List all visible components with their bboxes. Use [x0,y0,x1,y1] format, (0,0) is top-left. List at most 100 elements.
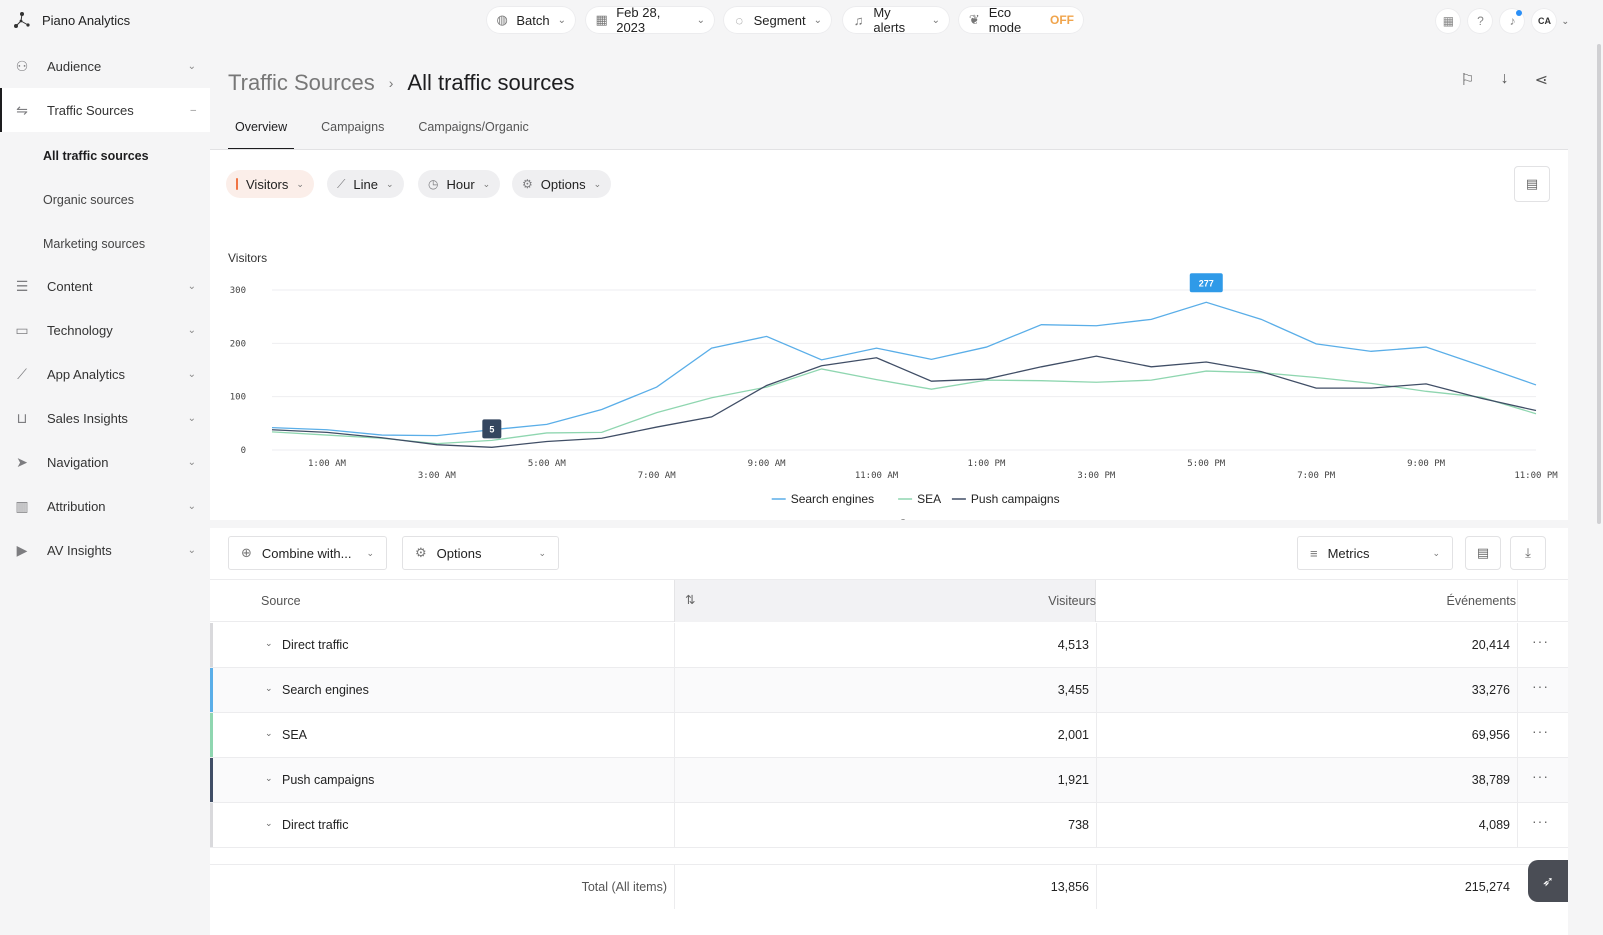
chart-options-selector[interactable]: ⚙ Options ⌄ [512,170,612,198]
row-more-icon[interactable]: ··· [1532,678,1549,694]
x-tick-label: 11:00 AM [855,471,899,481]
chevron-down-icon: ⌄ [1432,547,1440,558]
clock-icon: ◷ [428,177,439,191]
y-tick-label: 300 [230,286,246,296]
sort-column[interactable]: ⇅ [674,580,1096,622]
sidebar-item-label: Sales Insights [47,410,128,426]
sidebar-item-navigation[interactable]: ➤ Navigation ⌄ [0,440,210,484]
leaf-icon: ❦ [968,12,980,27]
row-visitors: 4,513 [1057,638,1089,652]
table-export-button[interactable]: ⤓ [1510,536,1546,570]
chevron-down-icon: ⌄ [931,14,940,26]
expand-chevron-icon[interactable]: ⌄ [265,683,273,693]
chevron-down-icon: ⌄ [813,14,822,26]
calendar-icon: ▦ [595,12,608,27]
expand-chevron-icon[interactable]: ⌄ [265,728,273,738]
row-source: Push campaigns [282,773,375,787]
table-row[interactable]: ⌄ Direct traffic 738 4,089 ··· [210,803,1568,848]
share-icon[interactable]: ⋖ [1534,72,1548,89]
sidebar-item-av-insights[interactable]: ▶ AV Insights ⌄ [0,528,210,572]
row-more-icon[interactable]: ··· [1532,723,1549,739]
tab-campaigns-organic[interactable]: Campaigns/Organic [418,120,529,134]
row-more-icon[interactable]: ··· [1532,813,1549,829]
sidebar-item-technology[interactable]: ▭ Technology ⌄ [0,308,210,352]
metrics-selector[interactable]: ≡ Metrics ⌄ [1297,536,1453,570]
sidebar-item-label: Technology [47,322,113,338]
monitor-icon: ▭ [15,321,29,338]
series-color-stripe [210,713,213,757]
expand-chevron-icon[interactable]: ⌄ [265,818,273,828]
scrollbar-thumb[interactable] [1597,44,1601,524]
table-row[interactable]: ⌄ SEA 2,001 69,956 ··· [210,713,1568,758]
column-divider [674,668,675,712]
apps-grid-icon[interactable]: ▦ [1435,8,1462,34]
column-header-visitors[interactable]: Visiteurs [1048,594,1096,608]
row-more-icon[interactable]: ··· [1532,768,1549,784]
expand-chevron-icon[interactable]: ⌄ [265,638,273,648]
eco-mode-toggle[interactable]: ❦ Eco mode OFF [958,5,1084,35]
table-row[interactable]: ⌄ Search engines 3,455 33,276 ··· [210,668,1568,713]
x-tick-label: 7:00 AM [638,471,677,481]
total-events: 215,274 [1464,880,1510,894]
chart-type-selector[interactable]: ⟋ Line ⌄ [327,170,404,198]
column-divider [1517,803,1518,847]
sidebar-item-label: Audience [47,58,102,74]
sidebar-item-attribution[interactable]: ▥ Attribution ⌄ [0,484,210,528]
batch-selector[interactable]: ◍ Batch ⌄ [486,6,576,34]
series-color-stripe [210,668,213,712]
gear-icon: ⚙ [415,545,427,560]
page-actions: ⚐ ↓ ⋖ [1460,70,1548,90]
tab-campaigns[interactable]: Campaigns [321,120,385,134]
column-divider [1096,713,1097,757]
combine-with-button[interactable]: ⊕ Combine with... ⌄ [228,536,387,570]
sidebar-subitem-organic-sources[interactable]: Organic sources [43,193,135,207]
column-divider [674,865,675,909]
column-divider [1096,623,1097,667]
rocket-launcher-button[interactable]: ➶ [1528,860,1568,902]
date-picker[interactable]: ▦ Feb 28, 2023 ⌄ [585,5,715,35]
x-tick-label: 1:00 AM [308,459,347,469]
header-divider [1517,580,1518,622]
x-tick-label: 5:00 PM [1187,459,1226,469]
alerts-selector[interactable]: ♫ My alerts ⌄ [842,5,950,35]
sidebar-subitem-all-traffic-sources[interactable]: All traffic sources [43,149,149,163]
sidebar-item-app-analytics[interactable]: ⟋ App Analytics ⌄ [0,352,210,396]
segment-selector[interactable]: ◌ Segment ⌄ [723,6,832,34]
expand-chevron-icon[interactable]: ⌄ [265,773,273,783]
brand[interactable]: Piano Analytics [12,10,130,30]
column-header-source[interactable]: Source [261,594,301,608]
metric-selector[interactable]: Visitors ⌄ [226,170,314,198]
tabs: Overview Campaigns Campaigns/Organic [228,120,556,150]
table-copy-button[interactable]: ▤ [1465,536,1501,570]
tab-overview[interactable]: Overview [228,120,295,150]
column-header-events[interactable]: Événements [1446,594,1516,608]
granularity-selector[interactable]: ◷ Hour ⌄ [418,170,501,198]
series-color-stripe [210,623,213,667]
sidebar-item-content[interactable]: ☰ Content ⌄ [0,264,210,308]
chevron-down-icon: ⌄ [187,368,196,380]
help-icon[interactable]: ? [1467,8,1494,34]
chevron-down-icon: ⌄ [557,14,566,26]
chevron-down-icon: ⌄ [538,547,546,558]
bookmark-icon[interactable]: ⚐ [1460,72,1475,89]
table-total-row: Total (All items) 13,856 215,274 [210,864,1568,909]
table-options-button[interactable]: ⚙ Options ⌄ [402,536,559,570]
chart-export-button[interactable]: ▤ [1514,166,1550,202]
user-menu[interactable]: CA ⌄ [1531,8,1569,34]
sidebar-item-traffic-sources[interactable]: ⇋ Traffic Sources – [0,88,210,132]
row-more-icon[interactable]: ··· [1532,633,1549,649]
content-icon: ☰ [15,277,29,294]
sidebar-item-audience[interactable]: ⚇ Audience ⌄ [0,44,210,88]
breadcrumb-parent[interactable]: Traffic Sources [228,70,375,95]
line-chart-icon: ⟋ [337,176,346,191]
notifications-icon[interactable]: ♪ [1499,8,1526,34]
y-axis-label: Visitors [228,251,267,265]
download-icon[interactable]: ↓ [1500,70,1509,87]
chevron-down-icon: ⌄ [187,456,196,468]
avatar: CA [1531,8,1558,34]
rocket-icon: ➶ [1542,872,1554,889]
sidebar-subitem-marketing-sources[interactable]: Marketing sources [43,237,146,251]
table-row[interactable]: ⌄ Push campaigns 1,921 38,789 ··· [210,758,1568,803]
table-row[interactable]: ⌄ Direct traffic 4,513 20,414 ··· [210,623,1568,668]
sidebar-item-sales-insights[interactable]: ⊔ Sales Insights ⌄ [0,396,210,440]
